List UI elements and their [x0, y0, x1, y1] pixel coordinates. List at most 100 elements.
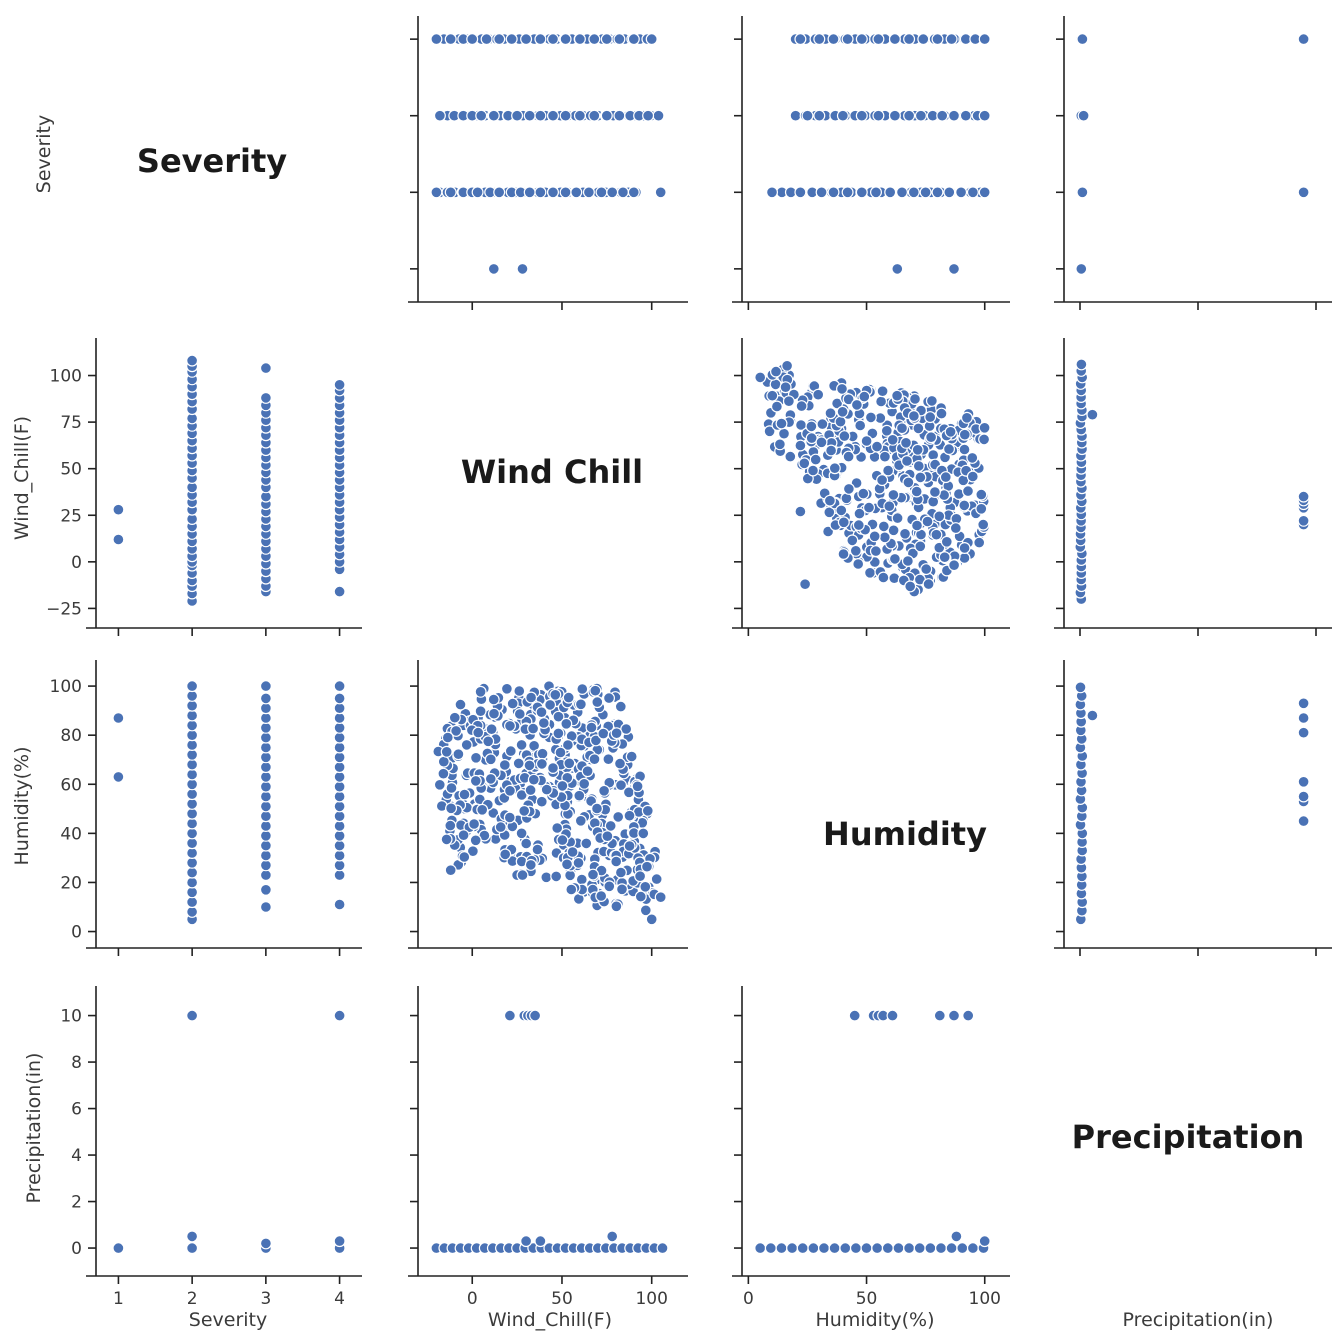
data-point [259, 770, 272, 783]
data-point [494, 821, 507, 834]
data-point [903, 1242, 916, 1255]
data-point [886, 1009, 899, 1022]
data-point [610, 855, 623, 868]
data-point [914, 471, 927, 484]
data-point [523, 759, 536, 772]
data-point [614, 866, 627, 879]
data-point [186, 817, 199, 830]
data-point [883, 500, 896, 513]
data-point [1076, 186, 1089, 199]
data-point [186, 1009, 199, 1022]
data-point [947, 262, 960, 275]
data-point [468, 817, 481, 830]
data-point [333, 378, 346, 391]
data-point [559, 109, 572, 122]
data-point [433, 109, 446, 122]
data-point [433, 778, 446, 791]
data-point [766, 389, 779, 402]
panel-1-0: −25 0 25 50 75 100 [46, 338, 362, 636]
data-point [457, 829, 470, 842]
data-point [458, 850, 471, 863]
data-point [515, 827, 528, 840]
data-point [186, 866, 199, 879]
data-point [471, 186, 484, 199]
data-point [863, 566, 876, 579]
data-point [978, 421, 991, 434]
data-point [975, 488, 988, 501]
data-point [641, 804, 654, 817]
data-point [535, 706, 548, 719]
data-point [546, 109, 559, 122]
panel-3-1: 0 50 100 [408, 986, 688, 1309]
data-point [474, 705, 487, 718]
data-point [430, 33, 443, 46]
data-point [333, 585, 346, 598]
data-point [186, 876, 199, 889]
data-point [186, 1242, 199, 1255]
data-point [813, 33, 826, 46]
data-point [333, 1235, 346, 1248]
data-point [904, 580, 917, 593]
data-point [927, 449, 940, 462]
data-point [966, 451, 979, 464]
data-point [534, 33, 547, 46]
data-point [876, 474, 889, 487]
data-point [903, 109, 916, 122]
data-point [947, 1009, 960, 1022]
data-point [975, 502, 988, 515]
data-point [472, 726, 485, 739]
data-point [444, 186, 457, 199]
data-point [875, 395, 888, 408]
data-point [857, 487, 870, 500]
y-tick-label: 75 [60, 413, 82, 433]
data-point [943, 186, 956, 199]
data-point [588, 753, 601, 766]
data-point [333, 869, 346, 882]
data-point [259, 721, 272, 734]
data-point [560, 717, 573, 730]
ylabel-humidity: Humidity(%) [11, 746, 33, 865]
data-point [540, 871, 553, 884]
data-point [444, 33, 457, 46]
data-point [556, 779, 569, 792]
data-point [535, 757, 548, 770]
data-point [978, 1235, 991, 1248]
data-point [333, 790, 346, 803]
data-point [807, 1242, 820, 1255]
data-point [754, 1242, 767, 1255]
data-point [887, 488, 900, 501]
data-point [573, 789, 586, 802]
data-point [853, 507, 866, 520]
data-point [898, 527, 911, 540]
data-point [907, 410, 920, 423]
y-tick-label: 100 [50, 367, 82, 387]
data-point [437, 767, 450, 780]
data-point [625, 750, 638, 763]
data-point [546, 761, 559, 774]
data-point [474, 685, 487, 698]
data-point [852, 557, 865, 570]
x-axis-labels: Severity Wind_Chill(F) Humidity(%) Preci… [189, 1309, 1274, 1331]
data-point [476, 803, 489, 816]
data-point [910, 485, 923, 498]
data-point [903, 33, 916, 46]
data-point [834, 415, 847, 428]
data-point [613, 109, 626, 122]
data-point [482, 735, 495, 748]
data-point [552, 727, 565, 740]
data-point [513, 684, 526, 697]
data-point [645, 33, 658, 46]
data-point [516, 869, 529, 882]
data-point [440, 745, 453, 758]
data-point [944, 425, 957, 438]
data-point [958, 443, 971, 456]
data-point [511, 109, 524, 122]
data-point [789, 109, 802, 122]
data-point [931, 33, 944, 46]
data-point [333, 859, 346, 872]
data-point [782, 395, 795, 408]
data-point [186, 827, 199, 840]
data-point [333, 780, 346, 793]
data-point [645, 913, 658, 926]
